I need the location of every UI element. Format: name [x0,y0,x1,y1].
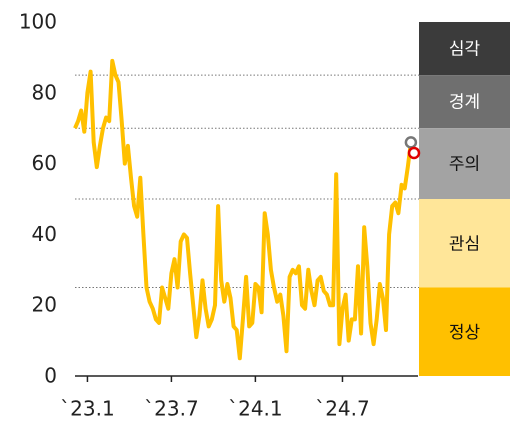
level-band [419,199,510,288]
y-tick-label: 40 [32,222,57,246]
y-tick-label: 100 [19,10,57,34]
level-band [419,75,510,129]
level-band [419,22,510,76]
level-band [419,287,510,376]
x-tick-label: `24.1 [228,397,283,421]
y-tick-label: 20 [32,293,57,317]
data-line [73,58,416,361]
level-label: 경계 [449,93,480,113]
y-tick-label: 60 [32,151,57,175]
y-tick-label: 80 [32,80,57,104]
level-label: 관심 [449,234,480,254]
level-label: 주의 [449,155,480,175]
level-band [419,128,510,199]
level-label: 정상 [449,323,481,343]
latest-point [407,146,421,160]
level-label: 심각 [449,40,481,60]
previous-point [404,136,418,149]
y-tick-label: 0 [44,364,57,388]
x-tick-label: `23.1 [60,397,115,421]
x-tick-label: `24.7 [315,397,370,421]
x-tick-label: `23.7 [144,397,199,421]
